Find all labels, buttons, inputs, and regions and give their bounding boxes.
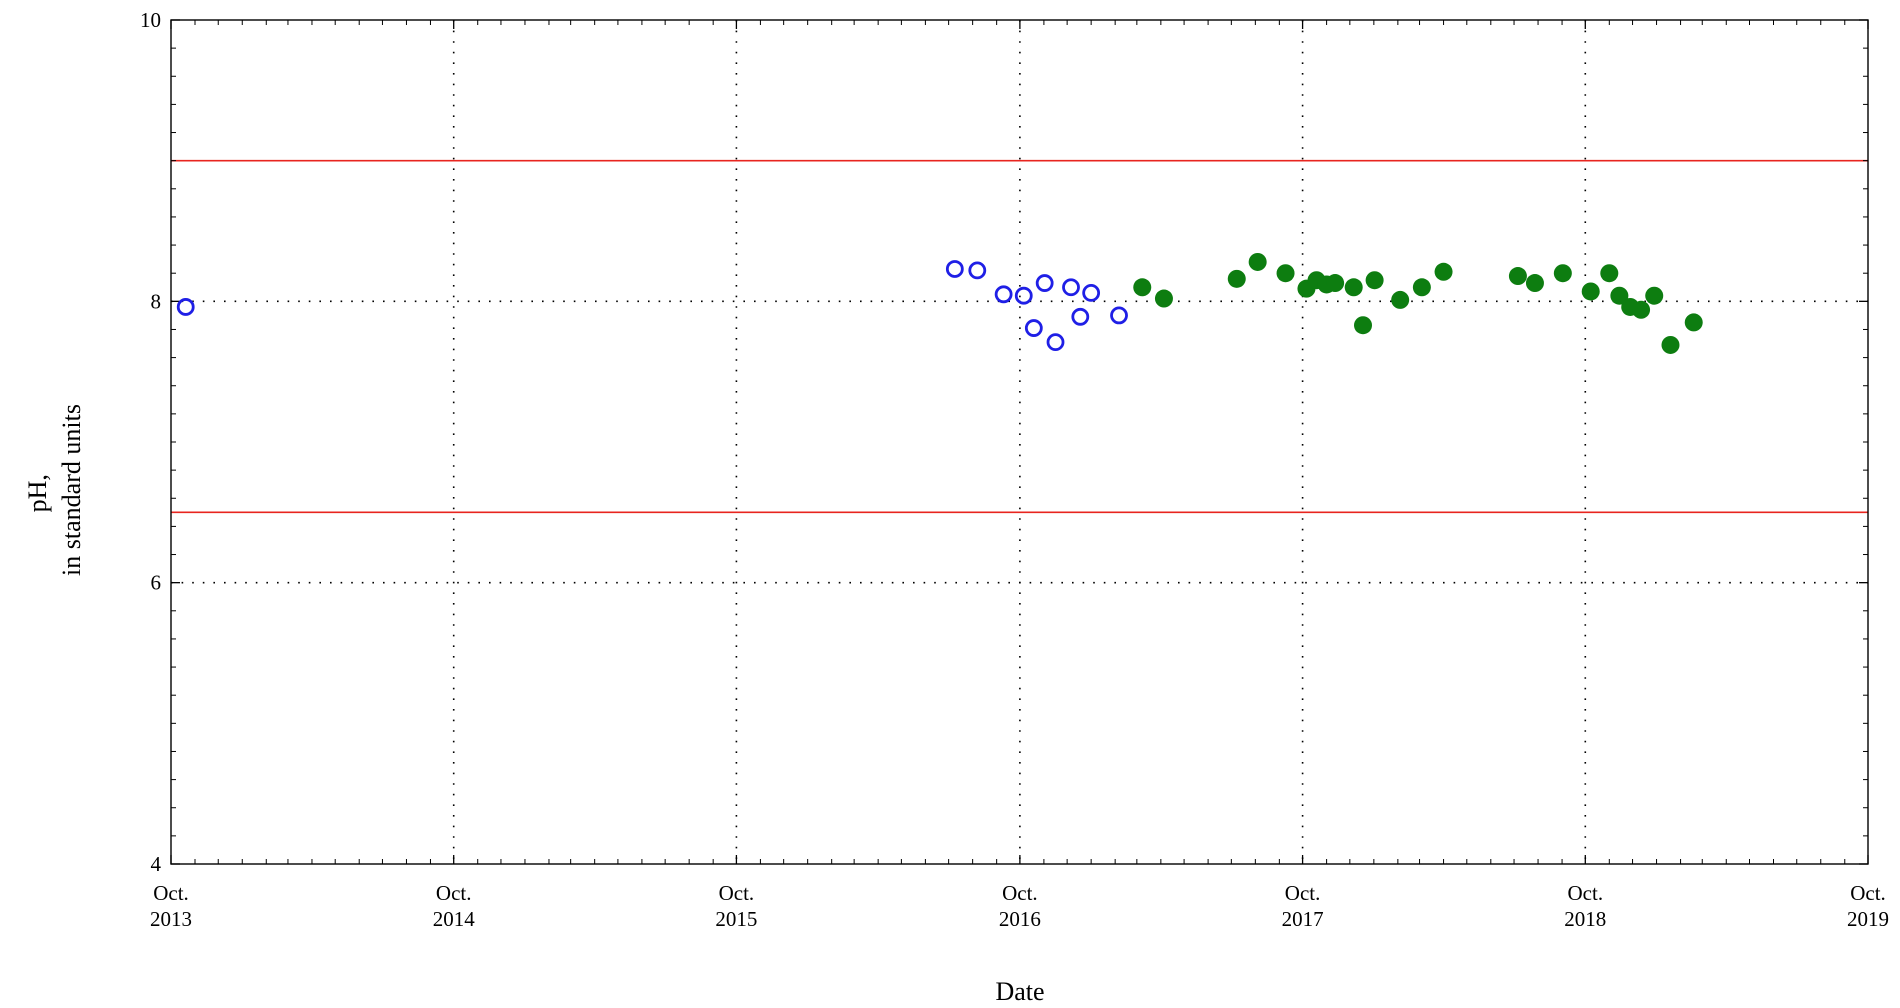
data-points: [176, 252, 1703, 354]
x-tick-label-year: 2013: [150, 907, 192, 931]
x-tick-label-month: Oct.: [1568, 881, 1604, 905]
data-point-open: [1024, 319, 1043, 337]
x-tick-label-year: 2016: [999, 907, 1041, 931]
data-point-filled: [1326, 274, 1345, 293]
x-tick-label-year: 2018: [1564, 907, 1606, 931]
data-point-filled: [1248, 252, 1267, 271]
x-tick-label-month: Oct.: [719, 881, 755, 905]
data-point-filled: [1365, 271, 1384, 290]
x-tick-label-month: Oct.: [1850, 881, 1886, 905]
y-tick-label: 10: [140, 8, 161, 32]
x-tick-label-month: Oct.: [1002, 881, 1038, 905]
data-point-filled: [1391, 290, 1410, 309]
data-point-filled: [1508, 267, 1527, 286]
data-point-open: [1110, 306, 1128, 325]
data-point-filled: [1581, 282, 1600, 301]
data-point-open: [1071, 307, 1090, 326]
data-point-open: [945, 260, 964, 278]
x-tick-label-year: 2014: [433, 907, 476, 931]
data-point-filled: [1600, 264, 1619, 283]
data-point-filled: [1661, 335, 1680, 354]
x-tick-label-month: Oct.: [153, 881, 189, 905]
data-point-filled: [1525, 274, 1544, 293]
data-point-filled: [1434, 262, 1453, 281]
plot-border: [170, 19, 1869, 865]
data-point-filled: [1344, 278, 1363, 297]
tick-labels: 46810Oct.2013Oct.2014Oct.2015Oct.2016Oct…: [140, 8, 1889, 931]
data-point-filled: [1354, 316, 1373, 335]
y-axis-label-line1: pH,: [23, 474, 52, 512]
y-tick-label: 4: [151, 852, 162, 876]
x-tick-label-month: Oct.: [436, 881, 472, 905]
y-tick-label: 6: [151, 571, 162, 595]
data-point-filled: [1154, 289, 1173, 308]
y-tick-label: 8: [151, 289, 162, 313]
y-axis-label: pH, in standard units: [23, 404, 86, 576]
data-point-filled: [1684, 313, 1703, 332]
data-point-open: [176, 298, 195, 316]
data-point-filled: [1133, 278, 1152, 297]
data-point-filled: [1610, 286, 1629, 305]
data-point-open: [1046, 333, 1065, 352]
data-point-open: [994, 285, 1013, 304]
data-point-filled: [1227, 269, 1246, 288]
tick-marks: [170, 19, 1869, 865]
x-tick-label-year: 2017: [1282, 907, 1324, 931]
data-point-filled: [1553, 264, 1572, 283]
x-tick-label-year: 2015: [715, 907, 757, 931]
data-point-filled: [1632, 300, 1651, 319]
data-point-open: [1035, 274, 1054, 292]
plot-frame: [170, 19, 1869, 865]
data-point-open: [1014, 286, 1033, 305]
grid-layer: [171, 20, 1868, 864]
data-point-filled: [1412, 278, 1431, 297]
x-tick-label-year: 2019: [1847, 907, 1889, 931]
data-point-filled: [1645, 286, 1664, 305]
x-axis-label: Date: [995, 977, 1044, 1006]
reference-lines: [171, 159, 1868, 514]
data-point-filled: [1276, 264, 1295, 283]
data-point-open: [1062, 278, 1080, 297]
data-point-open: [968, 261, 987, 280]
y-axis-label-line2: in standard units: [57, 404, 86, 576]
x-tick-label-month: Oct.: [1285, 881, 1321, 905]
data-point-open: [1082, 283, 1101, 302]
